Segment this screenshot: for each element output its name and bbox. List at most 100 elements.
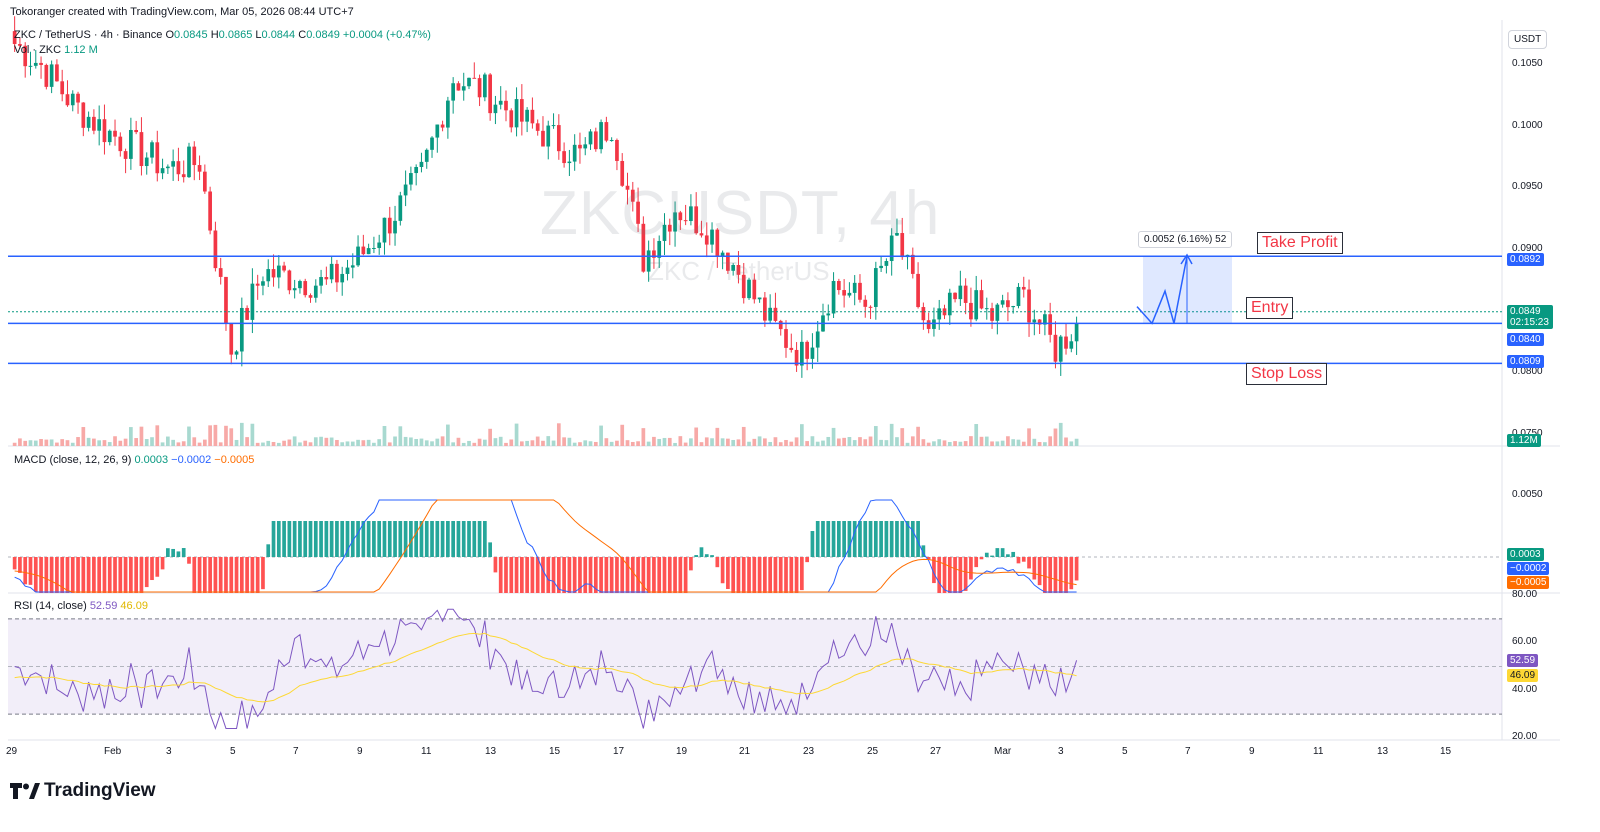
volume-bar: [324, 437, 329, 446]
projection-arrowhead: [1180, 253, 1193, 265]
macd-histogram-bar: [525, 557, 529, 593]
volume-bar: [720, 438, 725, 446]
macd-histogram-bar: [784, 557, 788, 593]
candle-body: [1032, 319, 1037, 323]
candle-body: [604, 122, 609, 141]
macd-histogram-bar: [488, 542, 492, 557]
volume-bar: [942, 440, 947, 446]
candle-body: [699, 233, 704, 236]
macd-histogram-bar: [493, 557, 498, 573]
candle-body: [81, 102, 86, 128]
volume-bar: [229, 428, 234, 446]
macd-histogram-bar: [868, 521, 873, 557]
candle-body: [155, 142, 160, 174]
candle-body: [694, 206, 699, 234]
time-tick: 3: [166, 746, 172, 757]
volume-bar: [76, 437, 80, 446]
volume-bar: [1069, 441, 1074, 446]
rsi-legend[interactable]: RSI (14, close) 52.59 46.09: [14, 600, 148, 612]
macd-histogram-bar: [969, 557, 973, 580]
macd-histogram-bar: [546, 557, 551, 593]
macd-histogram-bar: [731, 557, 736, 593]
candle-body: [641, 223, 646, 272]
rsi-ma-value: 46.09: [120, 600, 148, 612]
currency-button[interactable]: USDT: [1508, 30, 1548, 49]
candle-body: [667, 224, 672, 232]
volume-bar: [810, 436, 815, 446]
volume-bar: [889, 423, 894, 446]
macd-legend[interactable]: MACD (close, 12, 26, 9) 0.0003 −0.0002 −…: [14, 454, 254, 466]
candle-body: [1074, 323, 1079, 342]
macd-histogram-bar: [879, 521, 883, 557]
volume-bar: [255, 442, 260, 446]
volume-bar: [800, 424, 804, 446]
candle-body: [1053, 334, 1058, 362]
volume-bar: [921, 439, 926, 446]
volume-bar: [535, 436, 540, 446]
volume-bar: [509, 439, 514, 446]
macd-histogram-bar: [673, 557, 677, 593]
macd-histogram-bar: [884, 521, 889, 557]
candle-body: [313, 285, 318, 298]
candle-body: [39, 62, 43, 65]
macd-histogram-bar: [303, 521, 308, 557]
macd-histogram-bar: [747, 557, 751, 593]
measure-label[interactable]: 0.0052 (6.16%) 52: [1138, 231, 1233, 248]
macd-histogram-bar: [60, 557, 65, 593]
macd-histogram-bar: [630, 557, 635, 593]
macd-histogram-bar: [118, 557, 123, 593]
volume-bar: [81, 427, 86, 446]
macd-histogram-bar: [319, 521, 323, 557]
volume-bar: [113, 436, 117, 446]
volume-bar: [250, 423, 255, 446]
candle-body: [910, 254, 915, 274]
candle-body: [916, 273, 920, 308]
tradingview-logo[interactable]: TradingView: [10, 780, 156, 802]
macd-histogram-bar: [815, 521, 820, 557]
volume-bar: [551, 440, 556, 446]
volume-bar: [615, 440, 619, 446]
volume-bar: [1037, 442, 1042, 446]
candle-body: [884, 261, 889, 266]
stop-loss-label[interactable]: Stop Loss: [1246, 363, 1328, 385]
candle-body: [535, 123, 540, 131]
candle-body: [704, 235, 709, 245]
volume-bar: [863, 439, 868, 446]
symbol-legend[interactable]: ZKC / TetherUS · 4h · Binance O0.0845 H0…: [14, 29, 431, 41]
candle-body: [900, 233, 905, 258]
candle-body: [757, 297, 762, 300]
volume-legend[interactable]: Vol · ZKC 1.12 M: [14, 44, 98, 56]
macd-histogram-bar: [1058, 557, 1063, 593]
volume-bar: [234, 439, 239, 446]
macd-histogram-bar: [393, 521, 397, 557]
time-tick: Mar: [994, 746, 1012, 757]
macd-histogram-bar: [578, 557, 582, 593]
candle-body: [974, 290, 979, 320]
candle-body: [990, 308, 994, 321]
volume-badge: 1.12M: [1507, 434, 1541, 447]
macd-histogram-bar: [49, 557, 54, 593]
volume-bar: [604, 438, 609, 446]
macd-histogram-bar: [113, 557, 117, 593]
volume-bar: [805, 441, 809, 446]
volume-bar: [276, 442, 281, 446]
symbol-name[interactable]: ZKC / TetherUS · 4h · Binance: [14, 29, 163, 41]
volume-bar: [430, 441, 434, 446]
candle-body: [419, 161, 424, 168]
candle-body: [28, 65, 33, 67]
macd-histogram-bar: [218, 557, 223, 593]
candle-body: [800, 341, 804, 366]
volume-bar: [266, 440, 271, 446]
take-profit-label[interactable]: Take Profit: [1257, 232, 1343, 254]
macd-histogram-bar: [266, 544, 271, 557]
entry-label[interactable]: Entry: [1246, 297, 1294, 319]
macd-histogram-bar: [831, 521, 836, 557]
macd-histogram-bar: [44, 557, 49, 593]
macd-histogram-bar: [646, 557, 651, 593]
candle-body: [567, 161, 572, 164]
macd-histogram-bar: [123, 557, 128, 593]
macd-histogram-bar: [176, 551, 181, 557]
macd-histogram-bar: [588, 557, 593, 593]
volume-bar: [567, 437, 572, 446]
